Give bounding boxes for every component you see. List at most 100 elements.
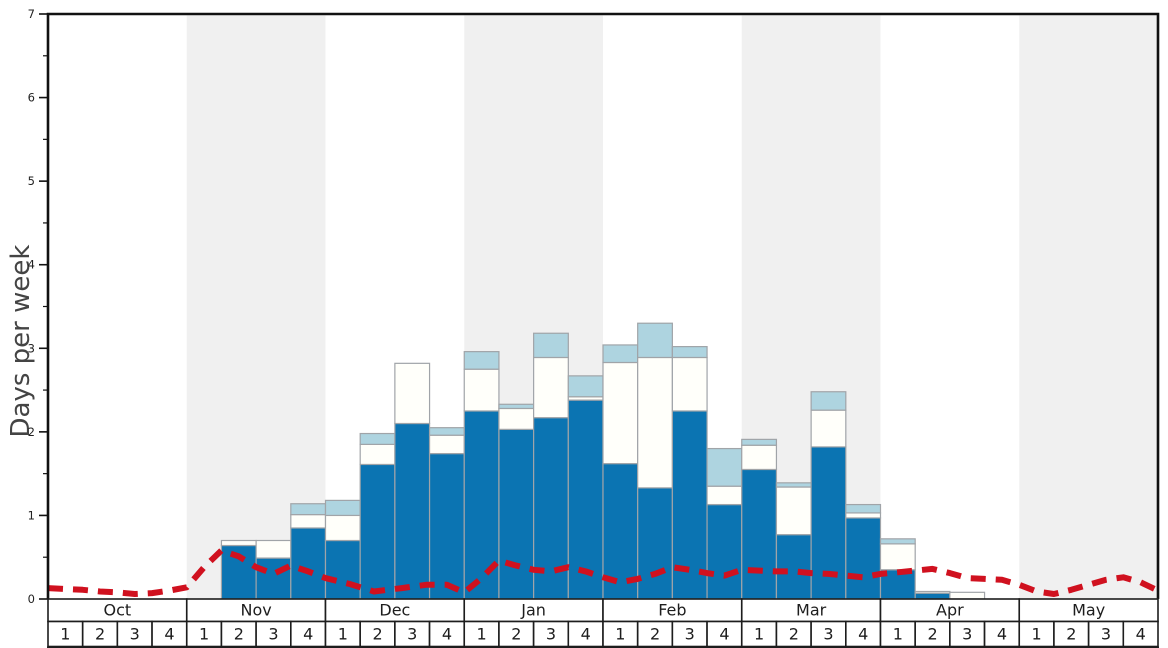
week-label: 2 — [927, 625, 937, 644]
bar-segment-middle-white-days — [671, 356, 708, 412]
bar-segment-bottom-dark-blue-days — [324, 539, 361, 600]
bar-segment-bottom-dark-blue-days — [914, 592, 951, 600]
bar-segment-middle-white-days — [810, 409, 847, 448]
bar-segment-middle-white-days — [463, 368, 500, 412]
bar-segment-top-light-blue-days — [741, 438, 778, 446]
bar-segment-bottom-dark-blue-days — [845, 517, 882, 600]
week-label: 2 — [650, 625, 660, 644]
bar-segment-middle-white-days — [602, 361, 639, 465]
y-tick-label: 3 — [28, 341, 35, 355]
bar-segment-middle-white-days — [359, 443, 396, 466]
week-label: 2 — [95, 625, 105, 644]
bar-segment-middle-white-days — [637, 356, 673, 489]
bar-segment-bottom-dark-blue-days — [255, 557, 292, 600]
week-cell — [394, 620, 431, 648]
bar-segment-bottom-dark-blue-days — [359, 463, 396, 600]
month-band-may — [1019, 15, 1158, 599]
bar-segment-middle-white-days — [428, 434, 465, 455]
bar-segment-top-light-blue-days — [290, 503, 327, 516]
week-label: 4 — [1136, 625, 1146, 644]
month-label: Oct — [104, 601, 132, 620]
month-label: Jan — [520, 601, 546, 620]
week-label: 3 — [546, 625, 556, 644]
week-label: 1 — [60, 625, 70, 644]
bar-segment-middle-white-days — [879, 543, 916, 571]
week-label: 3 — [268, 625, 278, 644]
bar-segment-bottom-dark-blue-days — [775, 534, 812, 600]
bar-segment-top-light-blue-days — [498, 403, 535, 410]
y-tick-label: 1 — [28, 508, 35, 522]
bar-segment-middle-white-days — [220, 539, 257, 547]
bar-segment-top-light-blue-days — [637, 322, 673, 359]
week-label: 1 — [1032, 625, 1042, 644]
month-label: May — [1072, 601, 1105, 620]
week-cell — [775, 620, 812, 648]
bar-segment-bottom-dark-blue-days — [428, 452, 465, 600]
bar-segment-top-light-blue-days — [359, 432, 396, 445]
month-label: Mar — [796, 601, 827, 620]
week-label: 2 — [372, 625, 382, 644]
week-label: 2 — [234, 625, 244, 644]
month-label: Nov — [241, 601, 272, 620]
bar-segment-top-light-blue-days — [775, 482, 812, 488]
week-cell — [220, 620, 257, 648]
week-cell — [1053, 620, 1090, 648]
bar-segment-middle-white-days — [706, 485, 743, 506]
bar-segment-middle-white-days — [949, 591, 986, 600]
week-label: 1 — [477, 625, 487, 644]
bar-segment-top-light-blue-days — [845, 503, 882, 514]
month-label: Apr — [936, 601, 964, 620]
week-label: 4 — [581, 625, 591, 644]
bar-segment-middle-white-days — [255, 539, 292, 559]
y-tick-label: 2 — [28, 425, 35, 439]
week-label: 1 — [893, 625, 903, 644]
month-band-nov — [186, 15, 326, 599]
week-label: 2 — [789, 625, 799, 644]
week-cell — [845, 620, 882, 648]
bar-segment-bottom-dark-blue-days — [290, 527, 327, 600]
bar-segment-top-light-blue-days — [533, 332, 569, 359]
bar-segment-middle-white-days — [775, 486, 812, 536]
bar-segment-top-light-blue-days — [810, 391, 847, 411]
week-label: 3 — [823, 625, 833, 644]
bar-segment-top-light-blue-days — [602, 344, 639, 364]
week-label: 1 — [615, 625, 625, 644]
bar-segment-bottom-dark-blue-days — [637, 487, 673, 600]
week-label: 2 — [511, 625, 521, 644]
month-label: Feb — [658, 601, 686, 620]
bar-segment-middle-white-days — [741, 444, 778, 471]
week-label: 1 — [338, 625, 348, 644]
y-tick-label: 5 — [28, 174, 35, 188]
bar-segment-top-light-blue-days — [463, 351, 500, 370]
bar-segment-bottom-dark-blue-days — [498, 428, 535, 600]
week-cell — [532, 620, 570, 648]
week-label: 3 — [962, 625, 972, 644]
bar-segment-top-light-blue-days — [428, 427, 465, 436]
bar-segment-middle-white-days — [845, 512, 882, 519]
red-dashed-average-line — [47, 547, 1160, 597]
bar-segment-middle-white-days — [914, 590, 951, 594]
week-label: 4 — [164, 625, 174, 644]
bar-segment-middle-white-days — [498, 407, 535, 430]
y-tick-label: 7 — [28, 7, 35, 21]
bar-segment-bottom-dark-blue-days — [463, 410, 500, 600]
week-cell — [428, 620, 466, 648]
week-label: 3 — [130, 625, 140, 644]
week-label: 1 — [199, 625, 209, 644]
week-label: 3 — [685, 625, 695, 644]
bar-segment-bottom-dark-blue-days — [741, 468, 778, 600]
month-label: Dec — [379, 601, 410, 620]
bar-segment-middle-white-days — [290, 513, 327, 529]
week-label: 4 — [442, 625, 452, 644]
bar-segment-middle-white-days — [394, 362, 431, 425]
bar-segment-top-light-blue-days — [879, 538, 916, 545]
week-label: 4 — [719, 625, 729, 644]
bar-segment-middle-white-days — [533, 356, 569, 419]
bar-segment-bottom-dark-blue-days — [706, 503, 743, 600]
bar-segment-top-light-blue-days — [671, 346, 708, 359]
bar-segment-top-light-blue-days — [567, 375, 604, 398]
bar-segment-top-light-blue-days — [324, 499, 361, 517]
bar-segment-top-light-blue-days — [706, 447, 743, 487]
